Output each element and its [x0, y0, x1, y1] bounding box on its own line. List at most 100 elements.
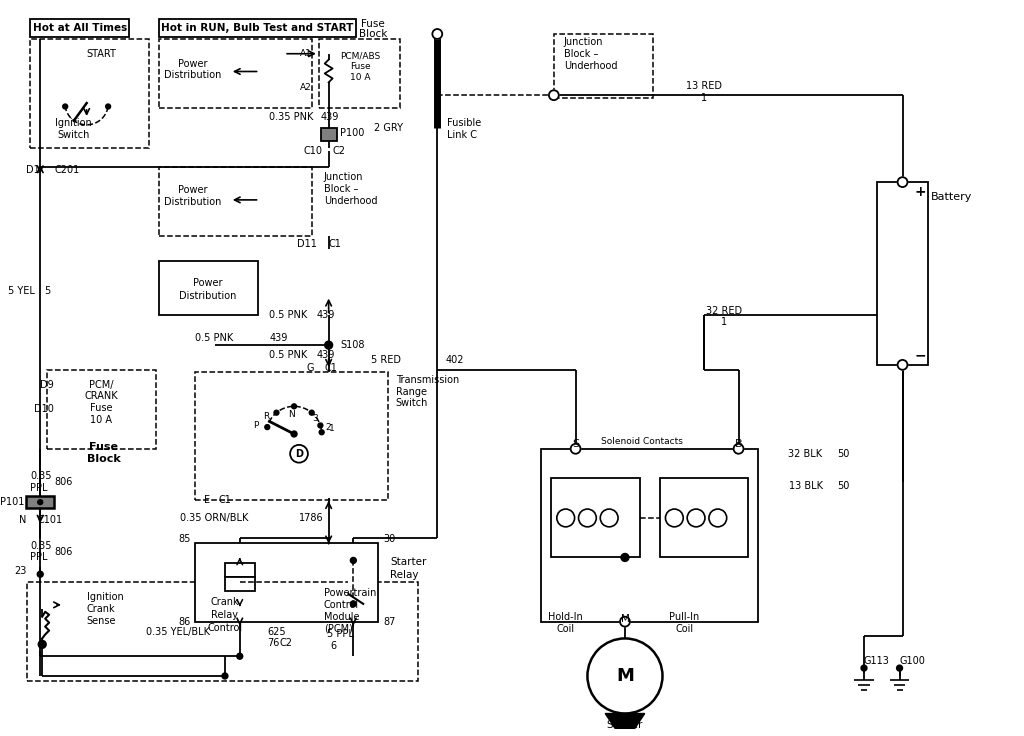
Bar	[31, 19, 129, 37]
Bar	[659, 478, 749, 557]
Text: 0.35: 0.35	[31, 541, 52, 551]
Text: Control: Control	[208, 623, 243, 632]
Text: PCM/ABS: PCM/ABS	[340, 52, 380, 60]
Text: D10: D10	[34, 404, 54, 414]
Text: Underhood: Underhood	[324, 196, 377, 206]
Text: 6: 6	[331, 641, 337, 651]
Text: 1: 1	[700, 93, 707, 103]
Text: C101: C101	[37, 515, 62, 525]
Text: E: E	[204, 495, 210, 505]
Bar	[318, 39, 399, 108]
Circle shape	[237, 654, 243, 659]
Text: PPL: PPL	[31, 484, 48, 493]
Circle shape	[621, 553, 629, 562]
Circle shape	[898, 360, 907, 369]
Text: 806: 806	[54, 478, 73, 487]
Bar	[47, 369, 156, 449]
Circle shape	[222, 673, 228, 679]
Text: Sense: Sense	[87, 616, 116, 626]
Text: 439: 439	[269, 333, 288, 343]
Text: 30: 30	[383, 534, 395, 544]
Text: 0.35 PNK: 0.35 PNK	[269, 112, 313, 122]
Text: D11: D11	[297, 239, 316, 250]
Text: Power: Power	[177, 59, 207, 68]
Circle shape	[317, 423, 323, 428]
Text: S: S	[572, 439, 580, 449]
Text: Underhood: Underhood	[564, 60, 617, 71]
Circle shape	[325, 342, 333, 349]
Bar	[159, 261, 257, 316]
Circle shape	[62, 104, 68, 109]
Text: 0.5 PNK: 0.5 PNK	[269, 350, 307, 360]
Polygon shape	[605, 713, 645, 729]
Text: Starter: Starter	[390, 557, 426, 567]
Circle shape	[291, 431, 297, 437]
Text: Power: Power	[177, 185, 207, 195]
Text: Junction: Junction	[564, 37, 603, 47]
Bar	[159, 39, 312, 108]
Circle shape	[38, 640, 46, 648]
Text: M: M	[621, 614, 630, 623]
Text: 439: 439	[316, 311, 335, 320]
Text: C2: C2	[333, 146, 345, 155]
Text: C1: C1	[218, 495, 230, 505]
Text: 87: 87	[383, 617, 395, 626]
Text: G100: G100	[899, 657, 926, 666]
Text: Ignition: Ignition	[55, 118, 92, 128]
Circle shape	[265, 425, 269, 430]
Text: 1: 1	[329, 424, 335, 433]
Text: 10 A: 10 A	[350, 73, 371, 82]
Bar	[196, 542, 378, 622]
Text: C10: C10	[304, 146, 323, 155]
Text: B: B	[735, 439, 742, 449]
Text: N: N	[19, 515, 27, 525]
Circle shape	[570, 444, 581, 453]
Circle shape	[309, 410, 314, 415]
Text: Crank: Crank	[87, 604, 116, 614]
Text: −: −	[914, 348, 926, 362]
Circle shape	[861, 665, 867, 671]
Text: C2: C2	[280, 638, 292, 648]
Text: P101: P101	[0, 497, 25, 507]
Bar	[551, 478, 640, 557]
Text: Range: Range	[396, 386, 427, 397]
Circle shape	[350, 557, 356, 563]
Bar	[877, 182, 928, 365]
Text: 0.5 PNK: 0.5 PNK	[196, 333, 233, 343]
Text: Ignition: Ignition	[87, 592, 124, 602]
Text: 5 PPL: 5 PPL	[327, 629, 353, 640]
Text: Hot in RUN, Bulb Test and START: Hot in RUN, Bulb Test and START	[162, 23, 353, 33]
Text: 5 RED: 5 RED	[371, 355, 400, 365]
Circle shape	[319, 430, 325, 435]
Text: PCM/: PCM/	[89, 380, 114, 389]
Circle shape	[898, 177, 907, 187]
Text: 3: 3	[311, 414, 317, 423]
Text: 1786: 1786	[299, 513, 324, 523]
Text: Relay: Relay	[390, 570, 419, 580]
Text: Control: Control	[324, 600, 358, 610]
Bar	[196, 372, 388, 500]
Text: Power: Power	[194, 278, 223, 288]
Text: 50: 50	[838, 481, 850, 492]
Text: +: +	[914, 185, 926, 199]
Circle shape	[549, 91, 559, 100]
Text: Fuse: Fuse	[89, 442, 118, 452]
Text: 10 A: 10 A	[90, 415, 113, 425]
Text: Distribution: Distribution	[164, 71, 221, 80]
Bar	[225, 563, 255, 577]
Text: Block –: Block –	[324, 184, 358, 194]
Bar	[159, 19, 356, 37]
Text: Battery: Battery	[931, 192, 973, 202]
Bar	[225, 577, 255, 591]
Text: Fuse: Fuse	[361, 19, 385, 29]
Text: Pull-In: Pull-In	[669, 612, 699, 622]
Text: Link C: Link C	[447, 130, 477, 140]
Text: Transmission: Transmission	[396, 375, 459, 385]
Text: Coil: Coil	[557, 623, 574, 634]
Text: D9: D9	[40, 380, 54, 389]
Text: Switch: Switch	[396, 398, 428, 408]
Text: (PCM): (PCM)	[324, 623, 352, 634]
Text: Powertrain: Powertrain	[324, 588, 376, 598]
Bar	[31, 39, 148, 147]
Bar	[28, 582, 418, 681]
